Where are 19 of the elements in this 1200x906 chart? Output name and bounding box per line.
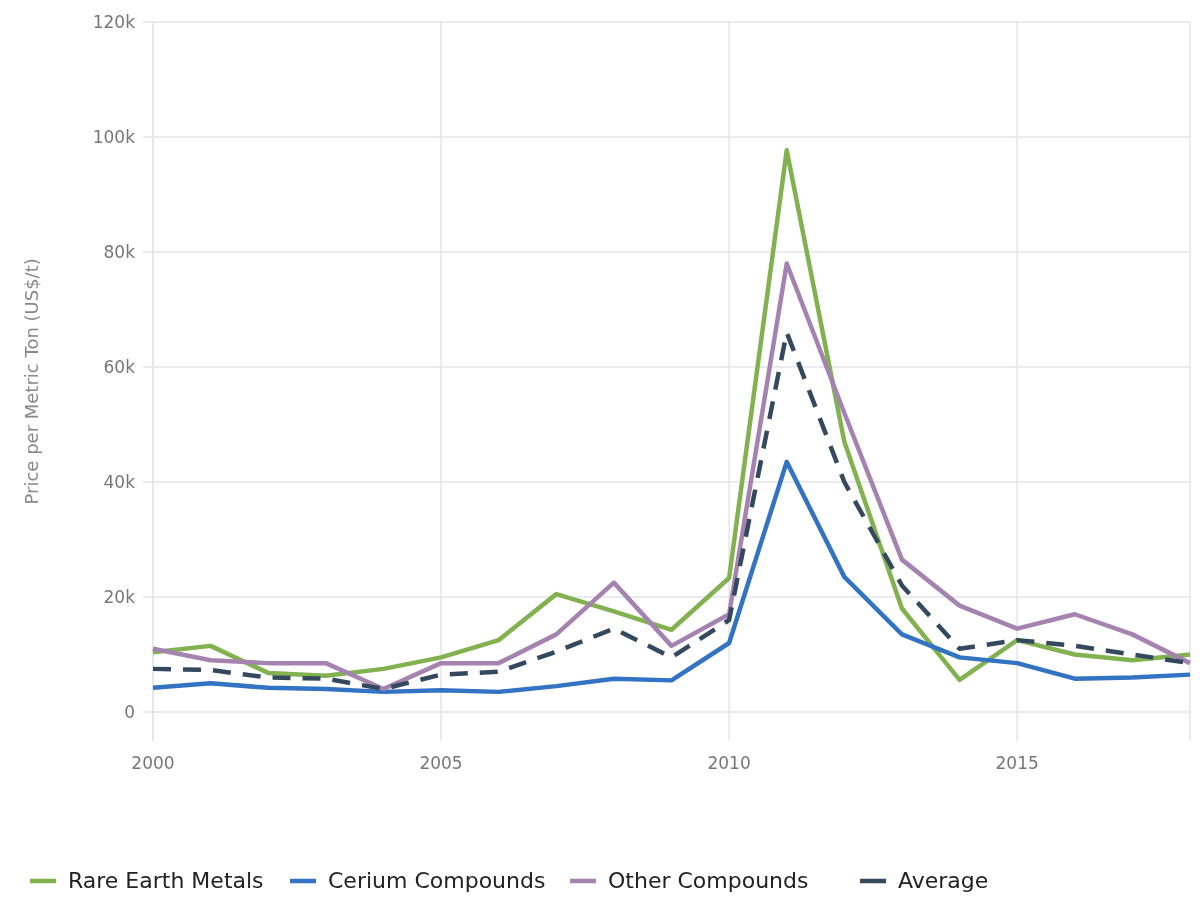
x-tick-label: 2015 — [995, 752, 1039, 773]
line-series — [150, 261, 1193, 692]
y-tick-label: 20k — [103, 586, 136, 607]
y-tick-label: 100k — [92, 126, 136, 147]
y-tick-label: 0 — [124, 701, 135, 722]
y-tick-label: 60k — [103, 356, 136, 377]
legend-label: Average — [898, 868, 989, 893]
x-tick-label: 2000 — [131, 752, 175, 773]
y-axis-title: Price per Metric Ton (US$/t) — [21, 258, 42, 505]
x-tick-label: 2005 — [419, 752, 463, 773]
line-series — [150, 147, 1193, 683]
line-series — [150, 459, 1193, 695]
y-tick-label: 120k — [92, 11, 136, 32]
legend-label: Rare Earth Metals — [68, 868, 264, 893]
legend-label: Other Compounds — [608, 868, 809, 893]
legend-label: Cerium Compounds — [328, 868, 546, 893]
y-tick-label: 40k — [103, 471, 136, 492]
x-tick-label: 2010 — [707, 752, 751, 773]
y-tick-label: 80k — [103, 241, 136, 262]
